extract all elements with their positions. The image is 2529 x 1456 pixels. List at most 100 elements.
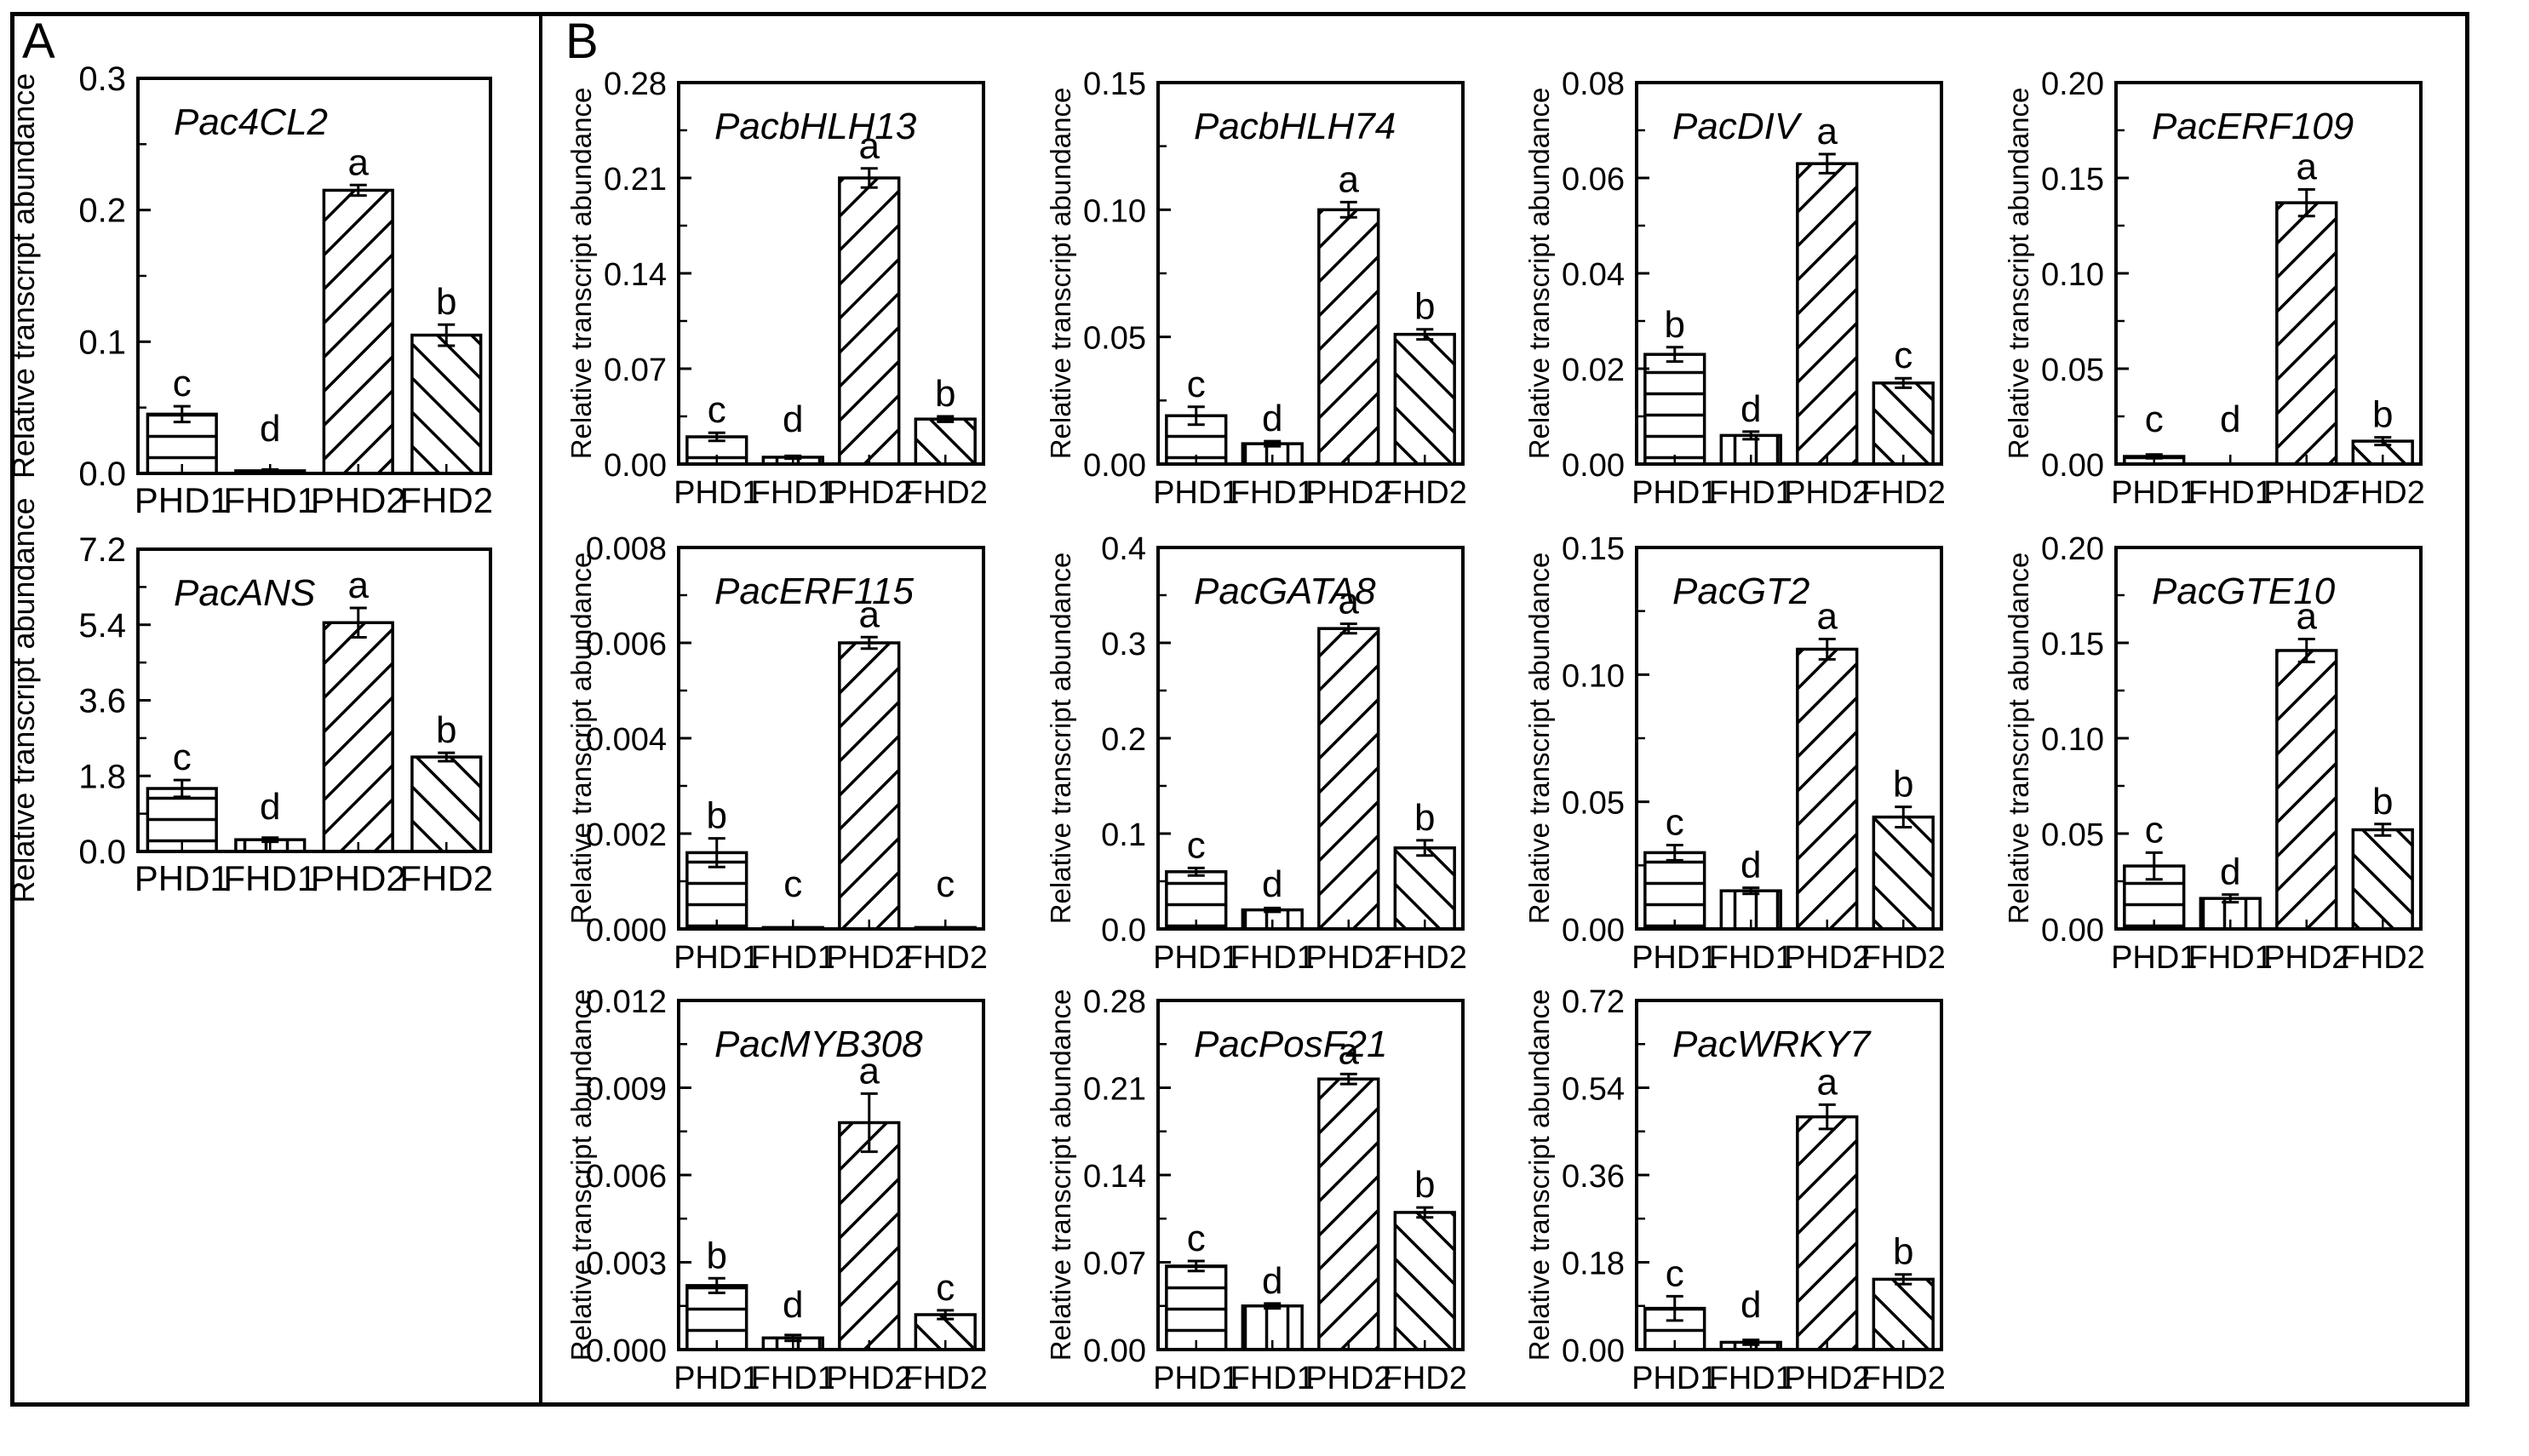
chart-PacMYB308: 0.000 0.003 0.006 0.009 0.012 b PHD1 d FHD1 a PHD2… bbox=[565, 984, 988, 1396]
chart-title: PacGATA8 bbox=[1194, 570, 1376, 612]
x-tick-label: FHD1 bbox=[751, 940, 835, 976]
significance-letter: d bbox=[783, 398, 803, 440]
chart-PacERF109: 0.00 0.05 0.10 0.15 0.20 c PHD1 d FHD1 a PHD2 b FHD2… bbox=[2003, 66, 2425, 511]
y-axis-label: Relative transcript abundance bbox=[1045, 989, 1076, 1361]
chart-title: PacbHLH13 bbox=[714, 106, 917, 147]
y-tick-label: 0.72 bbox=[1562, 984, 1625, 1020]
y-tick-label: 0.012 bbox=[586, 984, 667, 1020]
y-tick-label: 0.07 bbox=[1083, 1247, 1146, 1282]
significance-letter: d bbox=[2220, 398, 2240, 440]
bar-PHD2 bbox=[838, 1121, 901, 1351]
chart-PacGT2: 0.00 0.05 0.10 0.15 c PHD1 d FHD1 a PHD2 b FHD2 PacG… bbox=[1523, 531, 1946, 976]
y-tick-label: 0.006 bbox=[586, 627, 667, 662]
y-tick-label: 0.05 bbox=[2041, 353, 2104, 388]
significance-letter: a bbox=[1817, 111, 1838, 152]
x-tick-label: FHD2 bbox=[2341, 475, 2425, 511]
chart-PacGTE10: 0.00 0.05 0.10 0.15 0.20 c PHD1 d FHD1 a PHD2 b FHD2… bbox=[2003, 531, 2425, 976]
chart-PacbHLH13: 0.00 0.07 0.14 0.21 0.28 c PHD1 d FHD1 a PHD2 b FHD2… bbox=[565, 66, 988, 511]
chart-title: PacANS bbox=[174, 572, 315, 614]
x-tick-label: PHD1 bbox=[135, 480, 230, 520]
significance-letter: d bbox=[1740, 388, 1761, 430]
y-tick-label: 0.05 bbox=[1562, 786, 1625, 822]
significance-letter: c bbox=[173, 363, 192, 404]
significance-letter: c bbox=[1187, 824, 1206, 866]
x-tick-label: FHD1 bbox=[751, 475, 835, 511]
bar-PHD2 bbox=[1796, 162, 1859, 466]
y-tick-label: 0.00 bbox=[2041, 448, 2104, 484]
y-tick-label: 0.10 bbox=[2041, 257, 2104, 293]
significance-letter: d bbox=[1740, 1284, 1761, 1326]
significance-letter: b bbox=[707, 795, 727, 837]
plot-box bbox=[677, 81, 985, 466]
y-axis-label: Relative transcript abundance bbox=[565, 88, 597, 460]
panel-b-label: B bbox=[565, 14, 599, 69]
y-tick-label: 0.2 bbox=[1101, 722, 1146, 758]
x-tick-label: PHD2 bbox=[826, 475, 912, 511]
y-tick-label: 0.0 bbox=[1101, 913, 1146, 949]
significance-letter: a bbox=[348, 141, 370, 183]
bar-PHD1 bbox=[685, 1284, 748, 1351]
x-tick-label: FHD2 bbox=[903, 1361, 988, 1396]
bar-PHD2 bbox=[322, 188, 394, 475]
y-tick-label: 0.10 bbox=[1562, 658, 1625, 694]
y-tick-label: 0.1 bbox=[78, 324, 126, 361]
y-tick-label: 1.8 bbox=[78, 758, 126, 795]
chart-title: PacERF109 bbox=[2152, 106, 2354, 147]
x-tick-label: PHD2 bbox=[2263, 940, 2349, 976]
x-tick-label: FHD2 bbox=[1861, 1361, 1946, 1396]
bar-FHD2 bbox=[410, 755, 483, 853]
bar-PHD2 bbox=[2275, 201, 2338, 466]
chart-PacERF115: 0.000 0.002 0.004 0.006 0.008 b PHD1 c FHD1 a PHD2… bbox=[565, 531, 988, 976]
significance-letter: a bbox=[1339, 158, 1360, 200]
chart-PacGATA8: 0.0 0.1 0.2 0.3 0.4 c PHD1 d FHD1 a PHD2 b FHD2 PacGA… bbox=[1045, 531, 1467, 976]
significance-letter: d bbox=[260, 408, 280, 450]
x-tick-label: FHD2 bbox=[1861, 940, 1946, 976]
chart-Pac4CL2: 0.0 0.1 0.2 0.3 c PHD1 d FHD1 a PHD2 b FHD2 Pac4CL2 R… bbox=[6, 60, 493, 520]
significance-letter: d bbox=[1262, 398, 1282, 439]
y-tick-label: 0.3 bbox=[1101, 627, 1146, 662]
y-tick-label: 0.2 bbox=[78, 192, 126, 230]
bar-FHD2 bbox=[1872, 381, 1935, 466]
bar-PHD2 bbox=[1796, 647, 1859, 931]
bar-FHD2 bbox=[410, 333, 483, 475]
significance-letter: c bbox=[936, 863, 955, 905]
y-tick-label: 0.04 bbox=[1562, 257, 1625, 293]
y-tick-label: 0.006 bbox=[586, 1159, 667, 1195]
panel-divider bbox=[539, 12, 542, 1407]
y-tick-label: 0.1 bbox=[1101, 817, 1146, 853]
significance-letter: b bbox=[707, 1235, 727, 1276]
y-tick-label: 0.06 bbox=[1562, 162, 1625, 198]
x-tick-label: FHD1 bbox=[223, 480, 317, 520]
y-tick-label: 0.07 bbox=[604, 353, 667, 388]
y-tick-label: 7.2 bbox=[78, 531, 126, 569]
x-tick-label: FHD1 bbox=[1230, 475, 1315, 511]
significance-letter: b bbox=[436, 709, 456, 751]
x-tick-label: FHD1 bbox=[2188, 475, 2273, 511]
chart-title: PacMYB308 bbox=[714, 1023, 923, 1065]
significance-letter: b bbox=[1414, 1164, 1435, 1206]
significance-letter: b bbox=[2372, 394, 2393, 436]
y-tick-label: 0.15 bbox=[2041, 627, 2104, 662]
x-tick-label: PHD1 bbox=[135, 858, 230, 898]
y-tick-label: 0.28 bbox=[604, 66, 667, 102]
y-tick-label: 0.00 bbox=[1562, 1333, 1625, 1369]
x-tick-label: PHD1 bbox=[1632, 475, 1718, 511]
y-tick-label: 0.00 bbox=[1562, 913, 1625, 949]
y-tick-label: 0.004 bbox=[586, 722, 667, 758]
x-tick-label: PHD1 bbox=[1632, 940, 1718, 976]
y-tick-label: 0.008 bbox=[586, 531, 667, 567]
bar-FHD2 bbox=[1393, 1211, 1456, 1351]
x-tick-label: FHD1 bbox=[1709, 475, 1793, 511]
significance-letter: c bbox=[2145, 809, 2164, 851]
plot-box bbox=[2114, 81, 2423, 466]
significance-letter: b bbox=[1893, 1231, 1913, 1273]
chart-title: PacPosF21 bbox=[1194, 1023, 1387, 1065]
x-tick-label: FHD1 bbox=[2188, 940, 2273, 976]
x-tick-label: PHD1 bbox=[2111, 940, 2197, 976]
y-tick-label: 0.0 bbox=[78, 834, 126, 871]
significance-letter: c bbox=[2145, 398, 2164, 440]
chart-PacbHLH74: 0.00 0.05 0.10 0.15 c PHD1 d FHD1 a PHD2 b FHD2 Pacb… bbox=[1045, 66, 1467, 511]
chart-PacPosF21: 0.00 0.07 0.14 0.21 0.28 c PHD1 d FHD1 a PHD2 b FHD2… bbox=[1045, 984, 1467, 1396]
y-tick-label: 0.003 bbox=[586, 1247, 667, 1282]
y-tick-label: 0.00 bbox=[1083, 1333, 1146, 1369]
